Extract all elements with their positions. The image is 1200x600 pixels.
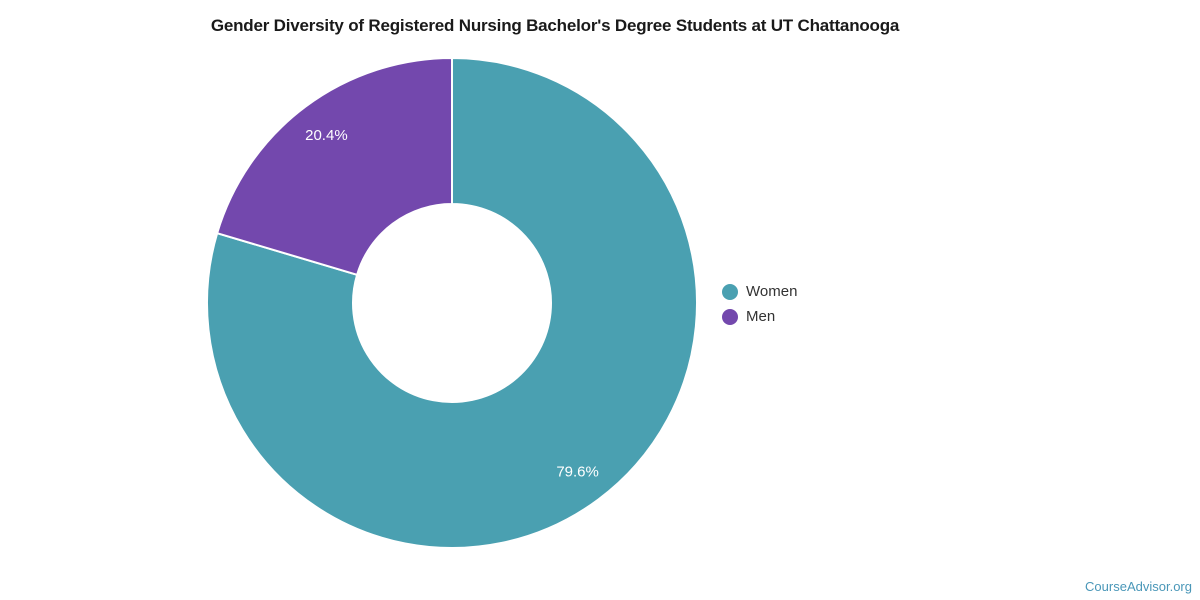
- legend-marker-women: [722, 283, 738, 300]
- legend-label-women: Women: [746, 283, 798, 300]
- legend-item-men[interactable]: Men: [722, 304, 797, 329]
- watermark-link[interactable]: CourseAdvisor.org: [1085, 579, 1192, 594]
- legend-marker-men: [722, 308, 738, 325]
- pie-slice-men[interactable]: [216, 57, 453, 276]
- slice-percent-label-women: 79.6%: [556, 464, 599, 481]
- legend: Women Men: [722, 279, 797, 329]
- slice-percent-label-men: 20.4%: [305, 127, 348, 144]
- legend-item-women[interactable]: Women: [722, 279, 797, 304]
- legend-label-men: Men: [746, 308, 776, 325]
- pie-slice-women[interactable]: [206, 57, 698, 549]
- chart-title: Gender Diversity of Registered Nursing B…: [210, 16, 900, 35]
